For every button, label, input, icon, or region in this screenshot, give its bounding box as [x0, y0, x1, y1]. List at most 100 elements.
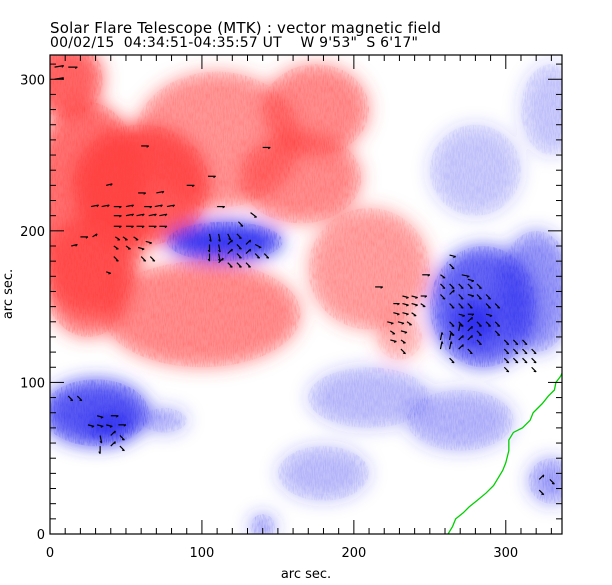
field-vector	[411, 303, 418, 307]
vector-shaft	[218, 257, 224, 264]
field-vector	[236, 233, 242, 239]
field-vector	[136, 225, 145, 229]
vector-head	[119, 225, 122, 229]
vector-shaft	[400, 330, 408, 333]
field-vector	[166, 204, 175, 208]
field-vector	[125, 213, 134, 217]
field-vector	[148, 225, 157, 229]
vector-head	[380, 286, 384, 289]
plot-frame	[49, 54, 563, 535]
field-vector	[393, 302, 400, 306]
field-vector	[80, 236, 89, 239]
vector-head	[95, 233, 98, 237]
field-vector	[420, 303, 426, 308]
vector-shaft	[76, 395, 83, 402]
field-vector	[467, 293, 475, 298]
field-vector	[90, 204, 99, 208]
field-vector	[136, 213, 145, 217]
field-vector	[250, 212, 257, 218]
field-vector	[467, 313, 475, 317]
field-vector	[440, 283, 446, 289]
solar-limb-line	[447, 371, 562, 534]
vector-shaft	[503, 339, 510, 345]
field-vector	[402, 295, 409, 299]
vector-shaft	[411, 303, 418, 306]
vector-head	[471, 280, 475, 283]
field-vector	[76, 395, 83, 402]
vector-head	[441, 332, 444, 335]
vector-shaft	[531, 357, 537, 364]
vector-head	[149, 242, 152, 245]
field-vector	[67, 395, 74, 402]
vector-shaft	[122, 236, 128, 241]
vector-head	[172, 204, 175, 208]
field-vector	[449, 263, 455, 270]
vector-shaft	[67, 395, 74, 402]
vector-shaft	[449, 357, 455, 364]
vector-layer	[54, 65, 555, 496]
vector-head	[471, 295, 475, 298]
vector-shaft	[145, 240, 152, 244]
vector-head	[75, 66, 78, 69]
vector-head	[61, 65, 65, 68]
vector-head	[191, 184, 195, 188]
vector-head	[131, 213, 134, 217]
vector-shaft	[119, 435, 125, 441]
vector-head	[100, 416, 104, 419]
vector-head	[267, 147, 271, 150]
field-vector	[467, 303, 473, 309]
field-vector	[522, 357, 528, 364]
vector-shaft	[227, 248, 233, 254]
vector-head	[164, 225, 168, 229]
field-region-texture	[429, 124, 521, 216]
vector-head	[404, 331, 408, 334]
field-vector	[458, 313, 465, 318]
field-vector	[237, 221, 244, 227]
field-vector	[467, 335, 473, 341]
field-vector	[96, 415, 104, 419]
chart-subtitle: 00/02/15 04:34:51-04:35:57 UT W 9'53" S …	[50, 35, 419, 51]
field-vector	[494, 321, 501, 327]
field-vector	[402, 312, 409, 316]
vector-shaft	[389, 330, 396, 335]
field-vector	[448, 341, 453, 350]
field-vector	[218, 257, 224, 264]
field-region-texture	[50, 55, 104, 118]
field-vector	[159, 225, 168, 229]
vector-shaft	[467, 303, 473, 309]
field-vector	[245, 239, 252, 245]
vector-head	[164, 213, 168, 217]
field-vector	[411, 312, 417, 317]
field-vector	[99, 435, 103, 444]
vector-head	[406, 297, 409, 299]
field-vector	[113, 245, 119, 250]
field-region-texture	[376, 314, 423, 360]
field-vector	[236, 244, 242, 250]
field-vector	[113, 225, 122, 229]
field-vector	[458, 323, 462, 331]
vector-shaft	[538, 474, 545, 480]
field-vector	[531, 348, 537, 355]
vector-head	[207, 258, 210, 262]
field-vector	[125, 245, 131, 250]
field-vector	[476, 321, 482, 327]
field-vector	[186, 184, 195, 188]
field-grain	[50, 55, 562, 534]
field-vector	[101, 204, 110, 208]
field-vector	[387, 321, 394, 325]
field-vector	[449, 321, 455, 327]
vector-shaft	[458, 323, 461, 331]
vector-head	[489, 315, 493, 318]
field-region-texture	[407, 389, 514, 451]
vector-head	[415, 304, 418, 307]
vector-head	[142, 213, 145, 217]
vector-shaft	[449, 303, 455, 309]
vector-head	[75, 244, 78, 247]
vector-shaft	[87, 424, 95, 427]
vector-shaft	[476, 330, 482, 336]
vector-head	[98, 451, 101, 454]
vector-head	[401, 322, 405, 325]
x-tick-label: 100	[190, 546, 215, 561]
vector-shaft	[458, 313, 465, 317]
